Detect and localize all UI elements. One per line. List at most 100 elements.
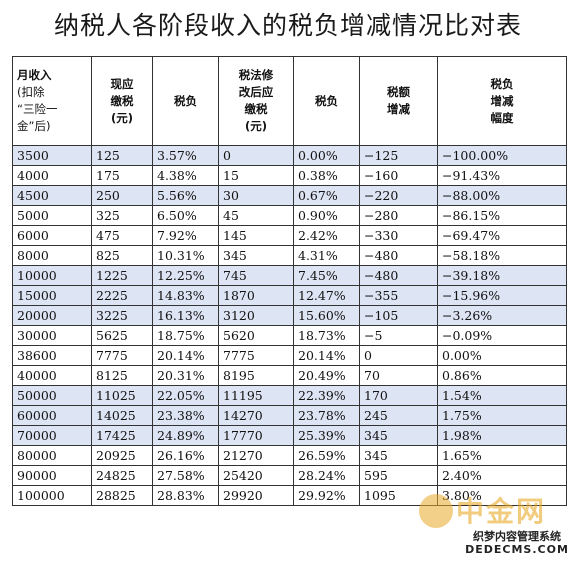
table-cell: 4.38%: [152, 165, 219, 186]
column-header-6: 税额 增减: [359, 56, 438, 146]
table-cell: 345: [218, 245, 294, 266]
table-row: 8000 825 10.31% 345 4.31% −480 −58.18%: [12, 245, 567, 266]
table-cell: 14.83%: [152, 285, 219, 306]
table-cell: 30000: [12, 325, 92, 346]
table-cell: 1.98%: [437, 425, 567, 446]
table-cell: 25.39%: [293, 425, 360, 446]
column-header-line: 税负: [174, 93, 197, 108]
table-header-row: 月收入 (扣除 “三险一 金”后) 现应 缴税 (元) 税负 税法修 改后应 缴税 (元) 税负 税额 增减…: [12, 56, 567, 146]
table-cell: 50000: [12, 385, 92, 406]
table-cell: 5625: [91, 325, 153, 346]
table-cell: 7775: [91, 345, 153, 366]
table-cell: 3225: [91, 305, 153, 326]
table-cell: 100000: [12, 485, 92, 506]
watermark-badge-line2: DEDECMS.COM: [465, 543, 569, 556]
table-row: 20000 3225 16.13% 3120 15.60% −105 −3.26%: [12, 305, 567, 326]
table-cell: 60000: [12, 405, 92, 426]
table-cell: 4.31%: [293, 245, 360, 266]
table-row: 38600 7775 20.14% 7775 20.14% 0 0.00%: [12, 345, 567, 366]
column-header-line: 金”后): [17, 119, 51, 133]
table-cell: −125: [359, 145, 438, 166]
table-cell: −280: [359, 205, 438, 226]
table-cell: 145: [218, 225, 294, 246]
table-row: 4000 175 4.38% 15 0.38% −160 −91.43%: [12, 165, 567, 186]
table-cell: 90000: [12, 465, 92, 486]
column-header-line: 税法修: [238, 68, 274, 82]
table-cell: 7.92%: [152, 225, 219, 246]
column-header-line: 幅度: [490, 110, 514, 125]
table-cell: 14270: [218, 405, 294, 426]
table-cell: 3.57%: [152, 145, 219, 166]
table-cell: 15.60%: [293, 305, 360, 326]
table-cell: −15.96%: [437, 285, 567, 306]
table-cell: 4500: [12, 185, 92, 206]
table-cell: 825: [91, 245, 153, 266]
table-cell: −160: [359, 165, 438, 186]
table-cell: 20925: [91, 445, 153, 466]
table-cell: 28.83%: [152, 485, 219, 506]
table-cell: 20.14%: [293, 345, 360, 366]
table-cell: 11025: [91, 385, 153, 406]
table-cell: −100.00%: [437, 145, 567, 166]
table-cell: −69.47%: [437, 225, 567, 246]
table-cell: 10.31%: [152, 245, 219, 266]
column-header-5: 税负: [293, 56, 360, 146]
table-cell: 28.24%: [293, 465, 360, 486]
table-cell: 18.75%: [152, 325, 219, 346]
table-row: 6000 475 7.92% 145 2.42% −330 −69.47%: [12, 225, 567, 246]
column-header-line: “三险一: [17, 102, 58, 116]
table-cell: 5620: [218, 325, 294, 346]
table-cell: 3500: [12, 145, 92, 166]
table-cell: 345: [359, 445, 438, 466]
column-header-2: 现应 缴税 (元): [91, 56, 153, 146]
table-row: 15000 2225 14.83% 1870 12.47% −355 −15.96%: [12, 285, 567, 306]
table-cell: 5.56%: [152, 185, 219, 206]
table-cell: 8125: [91, 365, 153, 386]
table-cell: 3120: [218, 305, 294, 326]
table-cell: −220: [359, 185, 438, 206]
table-cell: 25420: [218, 465, 294, 486]
table-cell: 30: [218, 185, 294, 206]
column-header-line: 税负: [490, 76, 514, 91]
tax-comparison-table: 月收入 (扣除 “三险一 金”后) 现应 缴税 (元) 税负 税法修 改后应 缴税 (元) 税负 税额 增减…: [12, 56, 567, 506]
table-cell: −86.15%: [437, 205, 567, 226]
table-cell: 245: [359, 405, 438, 426]
table-cell: 45: [218, 205, 294, 226]
table-cell: 16.13%: [152, 305, 219, 326]
table-cell: 17770: [218, 425, 294, 446]
table-cell: −3.26%: [437, 305, 567, 326]
table-cell: 14025: [91, 405, 153, 426]
table-cell: 20000: [12, 305, 92, 326]
watermark-badge: 织梦内容管理系统 DEDECMS.COM: [464, 530, 570, 556]
table-cell: 475: [91, 225, 153, 246]
column-header-line: 增减: [387, 102, 410, 116]
column-header-line: 增减: [490, 93, 514, 108]
table-cell: 1225: [91, 265, 153, 286]
column-header-4: 税法修 改后应 缴税 (元): [218, 56, 294, 146]
watermark-badge-line1: 织梦内容管理系统: [473, 530, 561, 543]
table-cell: 20.31%: [152, 365, 219, 386]
table-cell: −39.18%: [437, 265, 567, 286]
table-cell: 17425: [91, 425, 153, 446]
table-row: 100000 28825 28.83% 29920 29.92% 1095 3.80%: [12, 485, 567, 506]
column-header-line: 税额: [387, 85, 410, 99]
table-cell: 27.58%: [152, 465, 219, 486]
table-cell: 70000: [12, 425, 92, 446]
table-cell: −0.09%: [437, 325, 567, 346]
table-cell: 2.42%: [293, 225, 360, 246]
column-header-3: 税负: [152, 56, 219, 146]
table-cell: −480: [359, 265, 438, 286]
table-cell: 345: [359, 425, 438, 446]
table-cell: 11195: [218, 385, 294, 406]
table-row: 70000 17425 24.89% 17770 25.39% 345 1.98%: [12, 425, 567, 446]
table-cell: 40000: [12, 365, 92, 386]
table-cell: 0.00%: [437, 345, 567, 366]
table-cell: 0.00%: [293, 145, 360, 166]
table-cell: −5: [359, 325, 438, 346]
table-cell: 1870: [218, 285, 294, 306]
table-body: 3500 125 3.57% 0 0.00% −125 −100.00% 4000 175 4.3…: [12, 145, 567, 506]
table-row: 4500 250 5.56% 30 0.67% −220 −88.00%: [12, 185, 567, 206]
table-cell: 22.39%: [293, 385, 360, 406]
column-header-1: 月收入 (扣除 “三险一 金”后): [12, 56, 92, 146]
table-cell: 20.49%: [293, 365, 360, 386]
